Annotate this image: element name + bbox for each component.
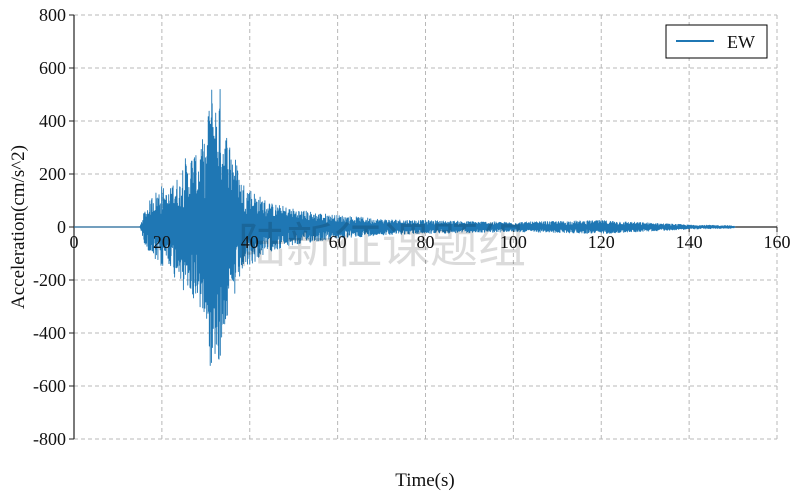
x-tick-label: 60: [329, 232, 347, 252]
x-tick-label: 40: [241, 232, 259, 252]
legend: EW: [665, 24, 768, 59]
watermark: 陆新征课题组: [238, 218, 526, 274]
x-tick-label: 20: [153, 232, 171, 252]
y-tick-label: -400: [33, 323, 66, 343]
y-tick-label: -800: [33, 429, 66, 449]
y-tick-label: 0: [57, 217, 66, 237]
y-tick-label: 600: [39, 58, 66, 78]
x-tick-label: 100: [500, 232, 527, 252]
x-axis-title: Time(s): [395, 470, 454, 491]
x-tick-label: 80: [417, 232, 435, 252]
y-tick-label: 800: [39, 5, 66, 25]
x-tick-label: 120: [588, 232, 615, 252]
series-layer: [73, 82, 736, 376]
x-tick-label: 140: [676, 232, 703, 252]
y-tick-label: -600: [33, 376, 66, 396]
y-tick-label: 200: [39, 164, 66, 184]
x-tick-label: 0: [70, 232, 79, 252]
legend-label-ew: EW: [727, 32, 755, 52]
x-tick-label: 160: [764, 232, 791, 252]
y-tick-label: 400: [39, 111, 66, 131]
series-line-ew: [73, 88, 736, 366]
y-tick-label: -200: [33, 270, 66, 290]
y-axis-title: Acceleration(cm/s^2): [8, 145, 29, 309]
